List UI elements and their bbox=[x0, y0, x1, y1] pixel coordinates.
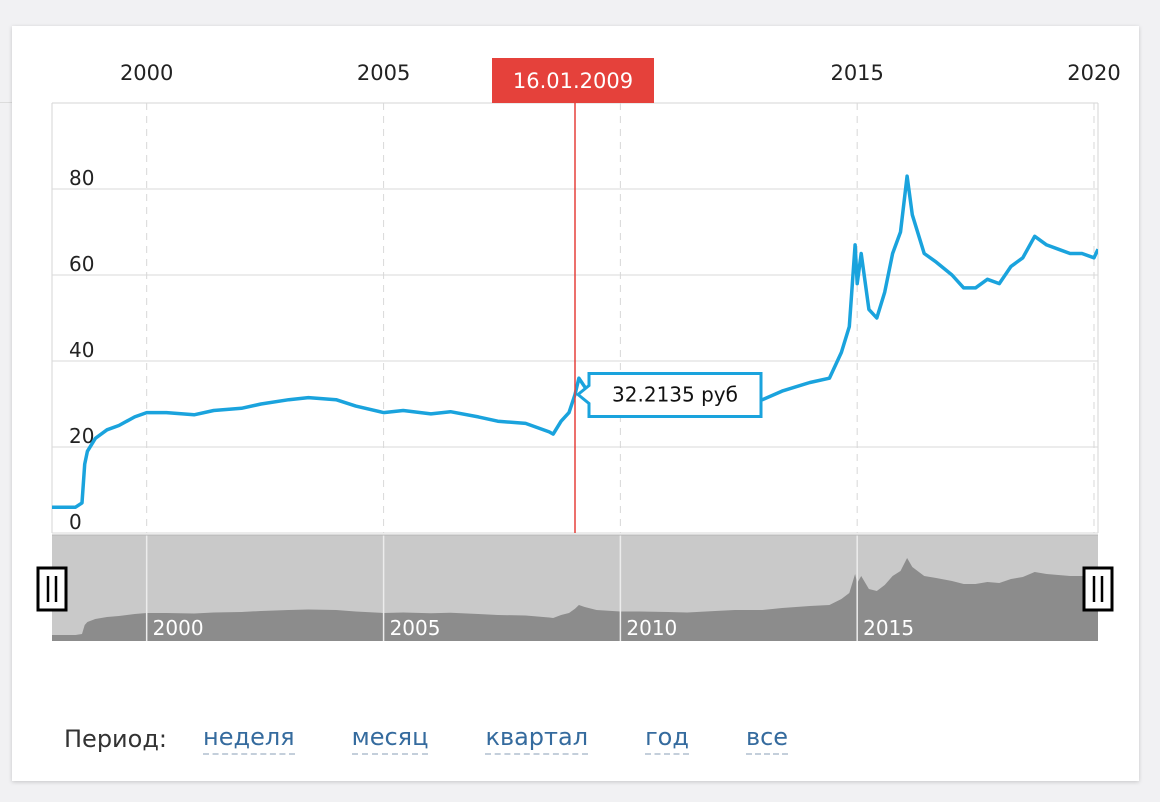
period-quarter-link[interactable]: квартал bbox=[485, 723, 589, 755]
period-year-link[interactable]: год bbox=[645, 723, 689, 755]
navigator-right-handle-box bbox=[1082, 566, 1114, 612]
value-tooltip bbox=[575, 371, 763, 418]
navigator-right-handle[interactable] bbox=[1082, 566, 1114, 612]
x-tick-label: 2000 bbox=[120, 61, 173, 85]
cursor-date-label: 16.01.2009 bbox=[513, 69, 633, 93]
navigator-tick-label: 2000 bbox=[153, 616, 204, 640]
period-label: Период: bbox=[64, 725, 168, 753]
navigator-tick-label: 2005 bbox=[390, 616, 441, 640]
x-tick-label: 2005 bbox=[357, 61, 410, 85]
price-chart: 0204060802000200520102015202020002005201… bbox=[36, 58, 1120, 641]
y-tick-label: 60 bbox=[69, 252, 94, 276]
value-tooltip-label: 32.2135 руб bbox=[612, 382, 738, 406]
page-divider-line bbox=[0, 102, 12, 103]
period-all-link[interactable]: все bbox=[745, 723, 789, 755]
y-tick-label: 80 bbox=[69, 166, 94, 190]
navigator-tick-label: 2010 bbox=[626, 616, 677, 640]
navigator-tick-label: 2015 bbox=[863, 616, 914, 640]
y-tick-label: 40 bbox=[69, 338, 94, 362]
period-selector: Период: неделя месяц квартал год все bbox=[64, 722, 845, 756]
chart-card: 0204060802000200520102015202020002005201… bbox=[12, 26, 1139, 781]
y-tick-label: 0 bbox=[69, 510, 82, 534]
navigator-left-handle-box bbox=[36, 566, 68, 612]
x-tick-label: 2015 bbox=[830, 61, 883, 85]
period-week-link[interactable]: неделя bbox=[203, 723, 295, 755]
period-month-link[interactable]: месяц bbox=[351, 723, 429, 755]
x-tick-label: 2020 bbox=[1067, 61, 1120, 85]
navigator-left-handle[interactable] bbox=[36, 566, 68, 612]
cursor-date-flag bbox=[492, 58, 654, 103]
navigator-area bbox=[52, 558, 1098, 641]
